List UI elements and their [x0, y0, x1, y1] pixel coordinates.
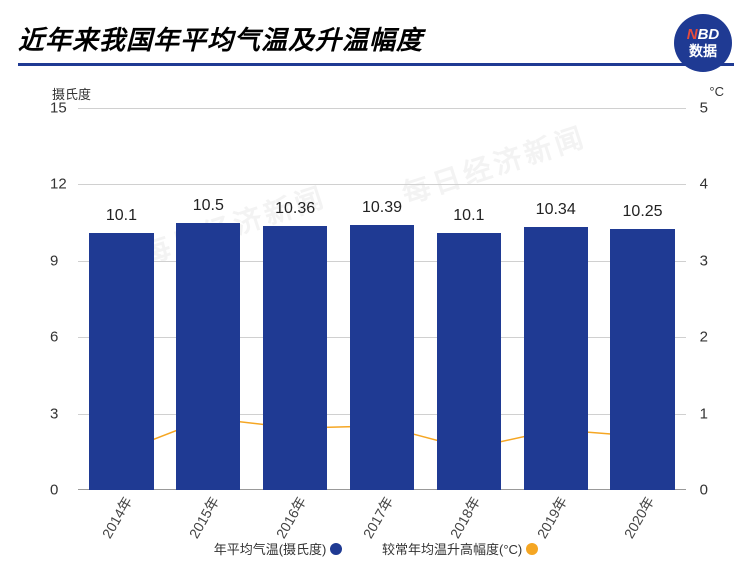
- ytick-right: 3: [700, 252, 708, 269]
- legend-line: 较常年均温升高幅度(°C): [382, 539, 538, 558]
- legend-bar-label: 年平均气温(摄氏度): [214, 539, 327, 558]
- chart-container: 近年来我国年平均气温及升温幅度 NBD 数据 摄氏度 °C 每日经济新闻 每日经…: [0, 0, 752, 568]
- legend-line-dot: [526, 543, 538, 555]
- gridline: [78, 108, 686, 109]
- x-tick-label: 2017年: [358, 493, 398, 542]
- bar-value-label: 10.34: [524, 201, 588, 219]
- x-tick-label: 2018年: [445, 493, 485, 542]
- ytick-left: 6: [50, 329, 58, 346]
- x-tick-label: 2020年: [619, 493, 659, 542]
- bar: 10.39: [350, 225, 414, 490]
- bar: 10.25: [610, 229, 674, 490]
- logo-text-top: NBD: [687, 27, 720, 42]
- legend-bar: 年平均气温(摄氏度): [214, 539, 343, 558]
- legend-line-label: 较常年均温升高幅度(°C): [382, 539, 522, 558]
- bar-value-label: 10.5: [176, 197, 240, 215]
- nbd-logo: NBD 数据: [674, 14, 732, 72]
- legend: 年平均气温(摄氏度) 较常年均温升高幅度(°C): [0, 539, 752, 558]
- ytick-left: 3: [50, 405, 58, 422]
- bar-value-label: 10.25: [610, 203, 674, 221]
- ytick-left: 15: [50, 100, 67, 117]
- bar: 10.1: [437, 233, 501, 490]
- chart-header: 近年来我国年平均气温及升温幅度 NBD 数据: [18, 20, 734, 70]
- ytick-right: 4: [700, 176, 708, 193]
- bar-value-label: 10.39: [350, 199, 414, 217]
- x-tick-label: 2016年: [271, 493, 311, 542]
- ytick-left: 0: [50, 482, 58, 499]
- legend-bar-dot: [330, 543, 342, 555]
- ytick-right: 2: [700, 329, 708, 346]
- logo-text-bottom: 数据: [689, 44, 717, 59]
- plot-area: 0369121501234510.12014年10.52015年10.36201…: [78, 108, 686, 490]
- title-underline: [18, 63, 734, 66]
- ytick-left: 9: [50, 252, 58, 269]
- chart-area: 摄氏度 °C 每日经济新闻 每日经济新闻 0369121501234510.12…: [18, 84, 734, 544]
- x-tick-label: 2014年: [97, 493, 137, 542]
- right-axis-label: °C: [709, 84, 724, 99]
- ytick-right: 1: [700, 405, 708, 422]
- ytick-left: 12: [50, 176, 67, 193]
- x-tick-label: 2015年: [184, 493, 224, 542]
- bar: 10.34: [524, 227, 588, 490]
- chart-title: 近年来我国年平均气温及升温幅度: [18, 20, 734, 57]
- bar-value-label: 10.1: [437, 207, 501, 225]
- ytick-right: 0: [700, 482, 708, 499]
- bar-value-label: 10.1: [89, 207, 153, 225]
- bar: 10.36: [263, 226, 327, 490]
- x-tick-label: 2019年: [532, 493, 572, 542]
- bar-value-label: 10.36: [263, 200, 327, 218]
- bar: 10.5: [176, 223, 240, 490]
- ytick-right: 5: [700, 100, 708, 117]
- gridline: [78, 184, 686, 185]
- bar: 10.1: [89, 233, 153, 490]
